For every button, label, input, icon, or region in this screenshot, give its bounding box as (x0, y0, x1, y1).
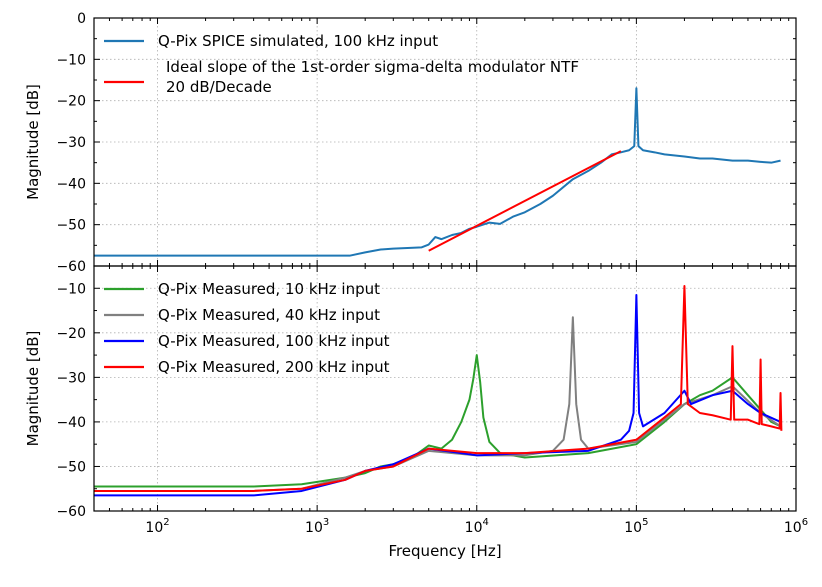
bottom-legend: Q-Pix Measured, 10 kHz input Q-Pix Measur… (104, 280, 390, 376)
bottom-legend-label-0: Q-Pix Measured, 10 kHz input (158, 280, 380, 298)
top-legend: Q-Pix SPICE simulated, 100 kHz input Idea… (104, 32, 579, 96)
top-legend-label-1: 20 dB/Decade (166, 78, 272, 96)
bottom-series-3-line (94, 285, 783, 492)
bottom-xtick-label: 106 (784, 517, 808, 536)
bottom-ytick-label: −40 (56, 415, 86, 431)
top-series-0-line (94, 87, 781, 257)
bottom-ytick-label: −10 (56, 281, 86, 297)
bottom-legend-label-3: Q-Pix Measured, 200 kHz input (158, 358, 390, 376)
bottom-series-1-line (94, 316, 782, 492)
top-ytick-label: −30 (56, 135, 86, 151)
bottom-tick-labels: −10 −20 −30 −40 −50 −60 102 103 104 105 106 (56, 281, 808, 536)
bottom-ylabel: Magnitude [dB] (24, 331, 42, 447)
bottom-ytick-label: −60 (56, 504, 86, 520)
top-ytick-label: −20 (56, 94, 86, 110)
top-legend-label-0: Q-Pix SPICE simulated, 100 kHz input (158, 32, 438, 50)
bottom-xtick-label: 104 (465, 517, 489, 536)
bottom-ytick-label: −20 (56, 326, 86, 342)
bottom-ytick-label: −50 (56, 459, 86, 475)
top-legend-label-1: Ideal slope of the 1st-order sigma-delta… (166, 58, 579, 76)
top-series-group (94, 87, 781, 257)
top-ylabel: Magnitude [dB] (24, 84, 42, 200)
bottom-legend-label-1: Q-Pix Measured, 40 kHz input (158, 306, 380, 324)
top-grid (94, 18, 796, 266)
top-ytick-label: −50 (56, 218, 86, 234)
bottom-panel: −10 −20 −30 −40 −50 −60 102 103 104 105 106 Magnit… (24, 265, 808, 560)
bottom-xlabel: Frequency [Hz] (388, 542, 501, 560)
bottom-xtick-label: 102 (145, 517, 169, 536)
top-ytick-label: −10 (56, 52, 86, 68)
top-ytick-label: 0 (77, 11, 86, 27)
bottom-legend-label-2: Q-Pix Measured, 100 kHz input (158, 332, 390, 350)
bottom-xtick-label: 105 (624, 517, 648, 536)
top-ytick-label: −40 (56, 176, 86, 192)
bottom-series-group (94, 285, 783, 497)
bottom-plot-frame (93, 265, 797, 512)
top-ytick-label: −60 (56, 259, 86, 275)
top-series-1-line (428, 150, 622, 252)
bottom-xtick-label: 103 (305, 517, 329, 536)
bottom-ytick-label: −30 (56, 370, 86, 386)
top-tick-labels: 0 −10 −20 −30 −40 −50 −60 (56, 11, 86, 275)
